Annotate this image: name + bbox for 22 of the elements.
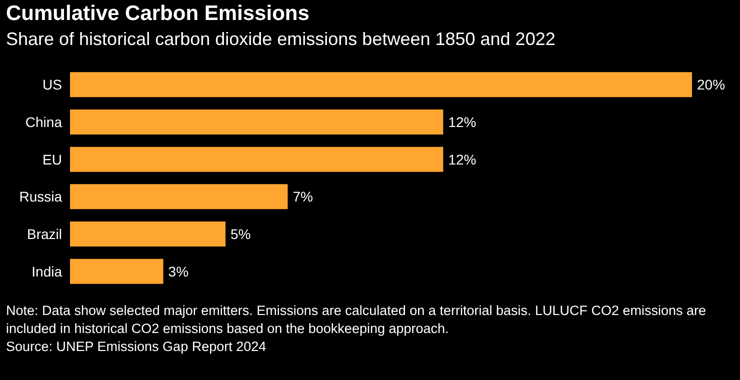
text: Note: Data show selected major emitters. Emissions are calculated on a territorial basis. LULUCF CO2 emissions are included in historical CO2 emissions based on the bookkeeping approach.: [6, 302, 708, 338]
y-tick-label: India: [32, 263, 62, 280]
bar: [70, 146, 444, 172]
bar: [70, 110, 444, 134]
y-tick-label: EU: [42, 151, 62, 168]
bar: [70, 222, 226, 246]
data-label: 5%: [230, 226, 251, 242]
chart-subtitle: Share of historical carbon dioxide emissions between 1850 and 2022: [6, 29, 556, 50]
y-tick-label: US: [42, 76, 62, 93]
y-tick-label: China: [25, 114, 62, 130]
bar: [70, 184, 288, 210]
bar: [70, 258, 164, 284]
source-note: Source: UNEP Emissions Gap Report 2024: [6, 338, 268, 356]
bar: [70, 72, 692, 98]
data-label: 12%: [448, 114, 476, 130]
chart-title: Cumulative Carbon Emissions: [6, 2, 310, 26]
data-label: 12%: [448, 151, 476, 168]
y-tick-label: Russia: [19, 188, 62, 205]
data-label: 3%: [168, 263, 189, 280]
data-label: 20%: [697, 76, 726, 93]
data-label: 7%: [292, 188, 313, 205]
y-tick-label: Brazil: [26, 226, 62, 242]
